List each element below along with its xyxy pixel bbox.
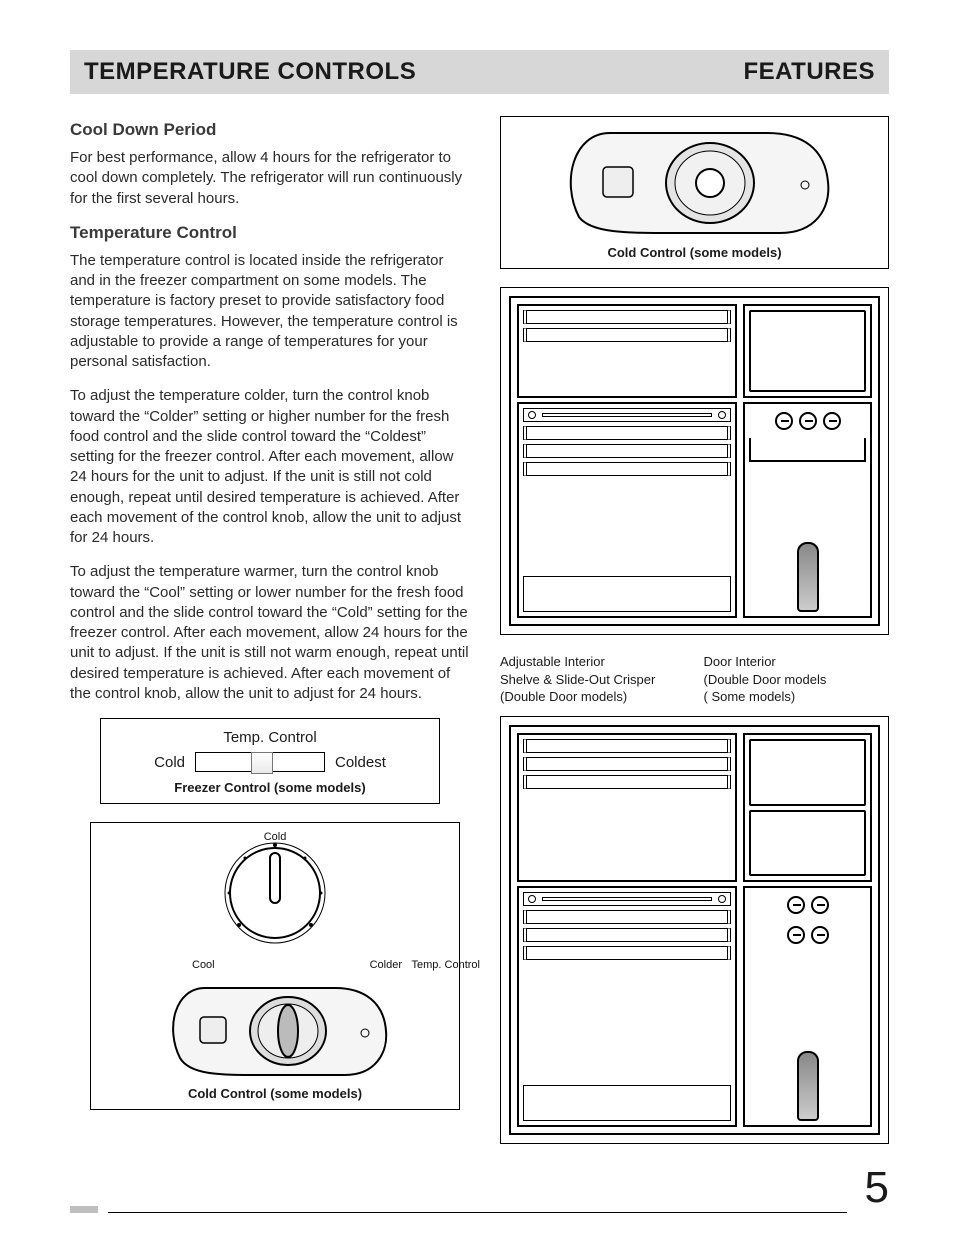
- control-strip: [523, 892, 731, 906]
- egg-tray: [749, 438, 866, 462]
- freezer-slider-handle: [251, 752, 273, 774]
- freezer-control-caption: Freezer Control (some models): [113, 780, 427, 795]
- fridge-shelf: [523, 444, 731, 458]
- door-bin: [749, 739, 866, 806]
- fridge-shelf: [523, 946, 731, 960]
- dial-label-temp: Temp. Control: [412, 959, 480, 971]
- freezer-door-section: [743, 304, 872, 398]
- freezer-control-row: Cold Coldest: [113, 752, 427, 772]
- freezer-shelf: [523, 757, 731, 771]
- fridge-door-2: [743, 733, 872, 1127]
- freezer-compartment-2: [517, 733, 737, 883]
- cold-control-housing-top: [513, 127, 876, 237]
- fridge-body: [517, 304, 737, 618]
- para-temp-3: To adjust the temperature warmer, turn t…: [70, 562, 470, 704]
- fresh-door-section: [743, 402, 872, 618]
- figure-fridge-double-door-top-freezer: [500, 287, 889, 635]
- freezer-right-label: Coldest: [335, 754, 386, 771]
- page-footer: 5: [70, 1163, 889, 1213]
- fridge-shelf: [523, 426, 731, 440]
- fridge-shelf: [523, 910, 731, 924]
- dial-label-cold: Cold: [264, 831, 287, 843]
- header-title-right: FEATURES: [743, 58, 875, 86]
- can-dispenser-row: [749, 892, 866, 918]
- caption-door-interior: Door Interior (Double Door models ( Some…: [704, 653, 890, 706]
- freezer-shelf: [523, 739, 731, 753]
- can-dispenser-row: [749, 408, 866, 434]
- freezer-shelf: [523, 310, 731, 324]
- header-title-left: TEMPERATURE CONTROLS: [84, 58, 416, 86]
- dial-knob-icon: [215, 833, 335, 953]
- cold-control-housing-icon-top: [555, 127, 835, 237]
- cold-control-caption-left: Cold Control (some models): [103, 1086, 447, 1101]
- control-strip: [523, 408, 731, 422]
- freezer-door-section-2: [743, 733, 872, 883]
- para-temp-2: To adjust the temperature colder, turn t…: [70, 386, 470, 548]
- heading-cooldown: Cool Down Period: [70, 120, 470, 140]
- para-temp-1: The temperature control is located insid…: [70, 251, 470, 373]
- page-number: 5: [865, 1163, 889, 1213]
- freezer-shelf: [523, 775, 731, 789]
- fresh-food-compartment: [517, 402, 737, 618]
- dial-label-colder: Colder: [370, 959, 402, 971]
- figure-cold-control-left: Cold Cool Colder Temp. Control: [90, 822, 460, 1110]
- fridge-diagram-1: [509, 296, 880, 626]
- right-column: Cold Control (some models): [500, 116, 889, 1162]
- cold-control-caption-top: Cold Control (some models): [513, 245, 876, 260]
- heading-tempctrl: Temperature Control: [70, 223, 470, 243]
- dial-knob-diagram: Cold Cool Colder Temp. Control: [200, 833, 350, 983]
- freezer-slider-slot: [195, 752, 325, 772]
- can-dispenser-row: [749, 922, 866, 948]
- left-column: Cool Down Period For best performance, a…: [70, 116, 470, 1162]
- fridge-body-2: [517, 733, 737, 1127]
- fridge-shelf: [523, 928, 731, 942]
- fridge-diagram-2: [509, 725, 880, 1135]
- page-header: TEMPERATURE CONTROLS FEATURES: [70, 50, 889, 94]
- cold-control-housing-icon: [160, 983, 390, 1078]
- caption-adjustable-interior: Adjustable Interior Shelve & Slide-Out C…: [500, 653, 686, 706]
- figure-freezer-control: Temp. Control Cold Coldest Freezer Contr…: [100, 718, 440, 804]
- freezer-control-title: Temp. Control: [113, 729, 427, 746]
- fridge-shelf: [523, 462, 731, 476]
- para-cooldown: For best performance, allow 4 hours for …: [70, 148, 470, 209]
- figure-fridge-double-door-variant: [500, 716, 889, 1144]
- door-bin: [749, 810, 866, 877]
- freezer-left-label: Cold: [154, 754, 185, 771]
- bottle-icon: [797, 542, 819, 612]
- door-bin: [749, 310, 866, 392]
- crisper-drawer: [523, 1085, 731, 1121]
- crisper-drawer: [523, 576, 731, 612]
- cold-control-housing-left: [103, 983, 447, 1078]
- content-columns: Cool Down Period For best performance, a…: [70, 116, 889, 1162]
- freezer-compartment: [517, 304, 737, 398]
- bottle-icon: [797, 1051, 819, 1121]
- fresh-food-compartment-2: [517, 886, 737, 1126]
- freezer-shelf: [523, 328, 731, 342]
- dial-label-cool: Cool: [192, 959, 215, 971]
- footer-rule: [108, 1212, 847, 1213]
- fresh-door-section-2: [743, 886, 872, 1126]
- footer-tick-icon: [70, 1206, 98, 1213]
- fridge-door: [743, 304, 872, 618]
- figure-captions-row: Adjustable Interior Shelve & Slide-Out C…: [500, 653, 889, 706]
- figure-cold-control-top: Cold Control (some models): [500, 116, 889, 269]
